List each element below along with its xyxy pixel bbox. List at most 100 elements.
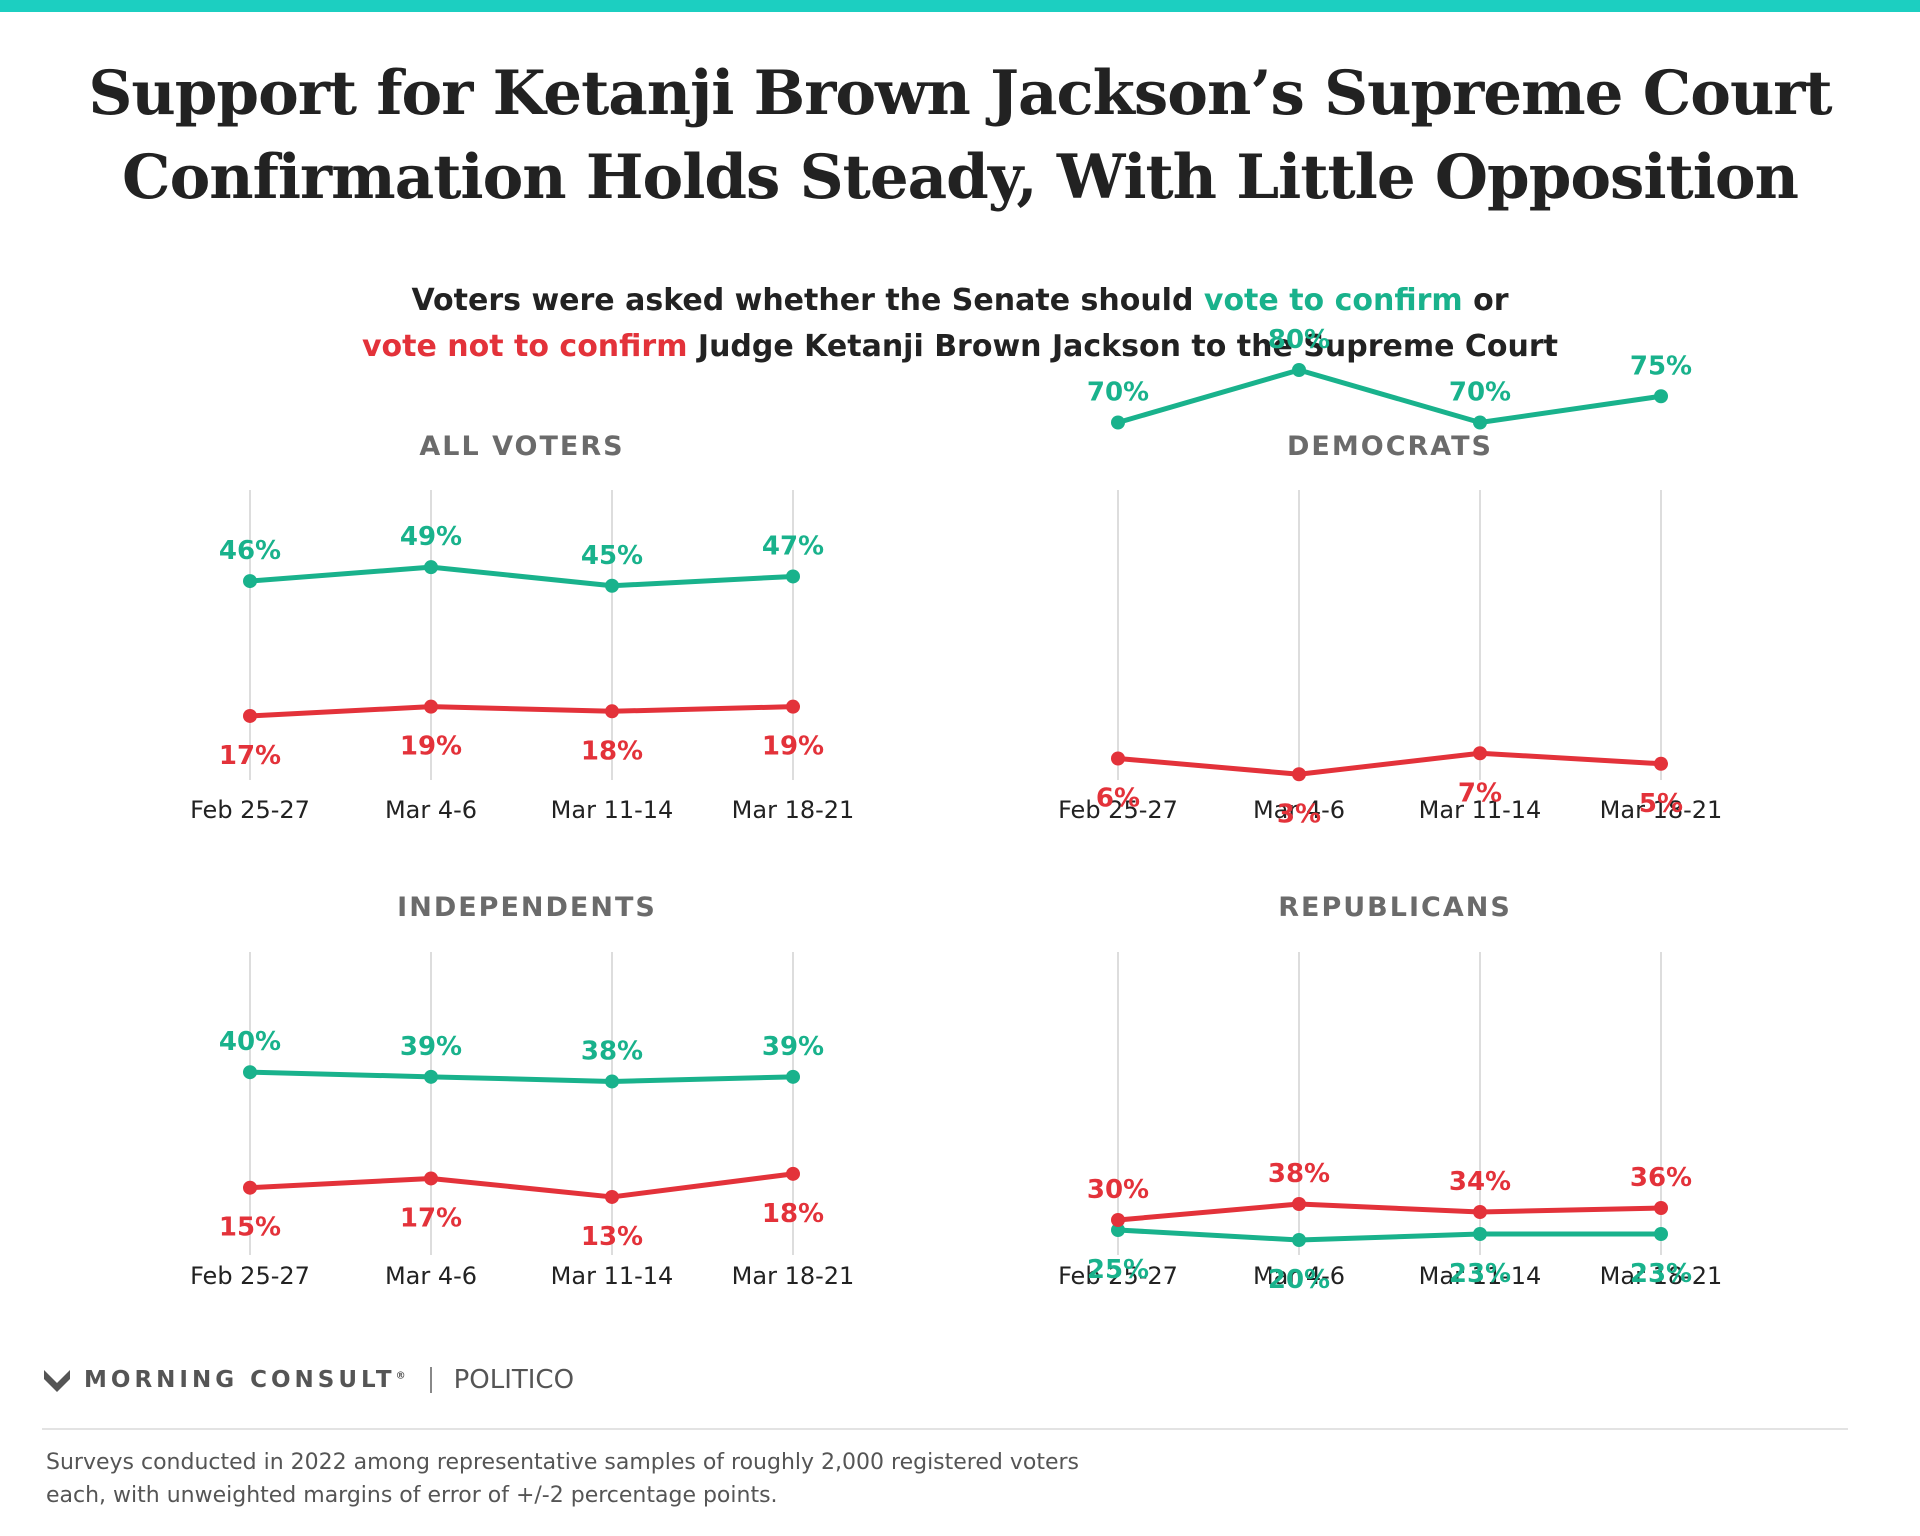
methodology-note: Surveys conducted in 2022 among represen… [46,1446,1246,1512]
data-point-not-confirm [243,1180,257,1195]
data-point-confirm [605,578,619,593]
chart-panel-all-voters: ALL VOTERS Feb 25-27 Mar 4-6 Mar 11-14 Mar 1… [190,431,854,824]
data-label-confirm: 39% [400,1032,462,1062]
data-point-not-confirm [786,1166,800,1181]
x-tick-label: Feb 25-27 [190,796,310,824]
data-label-confirm: 38% [581,1036,643,1066]
data-point-not-confirm [424,1171,438,1186]
subtitle-confirm-phrase: vote to confirm [1203,283,1463,318]
morning-consult-name: MORNING CONSULT [84,1367,396,1393]
data-point-not-confirm [243,708,257,723]
data-point-confirm [1473,415,1487,430]
data-label-confirm: 23% [1449,1259,1511,1289]
series-line-confirm [1115,1227,1664,1243]
data-label-not-confirm: 6% [1096,784,1140,814]
note-line-2: each, with unweighted margins of error o… [46,1483,778,1508]
data-label-confirm: 49% [400,522,462,552]
x-tick-label: Mar 18-21 [732,1262,855,1290]
data-label-not-confirm: 7% [1458,778,1502,808]
chart-panel-republicans: REPUBLICANS Feb 25-27 Mar 4-6 Mar 11-14 Mar … [1058,892,1722,1295]
data-point-confirm [1473,1227,1487,1241]
series-line-confirm [247,564,796,589]
data-label-not-confirm: 19% [400,732,462,762]
logo-separator [429,1367,432,1393]
x-tick-label: Mar 4-6 [1253,796,1345,824]
subtitle-part-3: Judge Ketanji Brown Jackson to the Supre… [687,329,1559,364]
chart-title: ALL VOTERS [419,431,624,462]
data-point-confirm [243,1065,257,1080]
x-tick-label: Mar 18-21 [732,796,855,824]
x-tick-label: Mar 11-14 [551,1262,674,1290]
chart-title: INDEPENDENTS [397,892,657,923]
data-point-confirm [1654,1227,1668,1241]
chart-subtitle: Voters were asked whether the Senate sho… [0,278,1920,370]
data-label-confirm: 70% [1449,378,1511,408]
data-point-not-confirm [1654,756,1668,771]
data-point-confirm [1292,1233,1306,1247]
brand-logos: MORNING CONSULT® POLITICO [42,1360,574,1400]
data-label-not-confirm: 36% [1630,1163,1692,1193]
series-line-confirm [1115,367,1664,425]
data-label-confirm: 70% [1087,378,1149,408]
data-point-confirm [786,569,800,584]
data-point-not-confirm [605,1189,619,1204]
data-label-not-confirm: 34% [1449,1167,1511,1197]
chart-panel-democrats: DEMOCRATS Feb 25-27 Mar 4-6 Mar 11-14 Mar 18… [1058,325,1722,829]
data-label-confirm: 25% [1087,1255,1149,1285]
data-label-confirm: 45% [581,541,643,571]
data-point-confirm [605,1074,619,1089]
data-point-not-confirm [1111,751,1125,766]
data-label-not-confirm: 18% [581,736,643,766]
subtitle-not-confirm-phrase: vote not to confirm [361,329,688,364]
data-label-not-confirm: 18% [762,1199,824,1229]
note-line-1: Surveys conducted in 2022 among represen… [46,1450,1080,1475]
x-tick-label: Mar 18-21 [1600,796,1723,824]
title-line-1: Support for Ketanji Brown Jackson’s Supr… [88,58,1832,129]
data-point-not-confirm [1292,767,1306,782]
x-tick-label: Feb 25-27 [1058,1262,1178,1290]
series-line-not-confirm [247,704,796,719]
page-title: Support for Ketanji Brown Jackson’s Supr… [0,52,1920,220]
series-line-confirm [247,1069,796,1084]
subtitle-part-2: or [1462,283,1509,318]
data-label-not-confirm: 3% [1277,799,1321,829]
data-point-confirm [1111,1223,1125,1237]
data-point-not-confirm [1111,1213,1125,1227]
data-point-confirm [1292,363,1306,377]
morning-consult-wordmark: MORNING CONSULT® [84,1367,406,1393]
data-point-not-confirm [1654,1201,1668,1215]
series-line-not-confirm [1115,750,1664,777]
registered-mark: ® [395,1370,406,1382]
data-point-not-confirm [424,699,438,714]
x-tick-label: Mar 4-6 [385,1262,477,1290]
footer-divider [42,1428,1848,1430]
data-point-not-confirm [1473,746,1487,761]
series-line-not-confirm [1115,1201,1664,1223]
data-label-not-confirm: 38% [1268,1159,1330,1189]
x-tick-label: Mar 11-14 [1419,796,1542,824]
data-point-confirm [1654,389,1668,404]
data-label-confirm: 47% [762,531,824,561]
data-point-not-confirm [605,704,619,719]
x-tick-label: Mar 11-14 [551,796,674,824]
series-line-not-confirm [247,1171,796,1200]
x-tick-label: Mar 4-6 [385,796,477,824]
data-point-confirm [786,1069,800,1084]
chart-title: DEMOCRATS [1287,431,1493,462]
data-label-not-confirm: 5% [1639,789,1683,819]
chart-title: REPUBLICANS [1278,892,1512,923]
data-label-not-confirm: 15% [219,1213,281,1243]
data-label-not-confirm: 17% [400,1203,462,1233]
data-label-not-confirm: 30% [1087,1175,1149,1205]
x-tick-label: Mar 11-14 [1419,1262,1542,1290]
data-label-not-confirm: 17% [219,741,281,771]
data-label-confirm: 40% [219,1027,281,1057]
data-point-confirm [424,560,438,575]
data-point-confirm [1111,415,1125,430]
title-line-2: Confirmation Holds Steady, With Little O… [122,142,1799,213]
data-point-not-confirm [786,699,800,714]
data-label-confirm: 23% [1630,1259,1692,1289]
morning-consult-m-icon [44,1370,70,1392]
data-point-not-confirm [1473,1205,1487,1219]
